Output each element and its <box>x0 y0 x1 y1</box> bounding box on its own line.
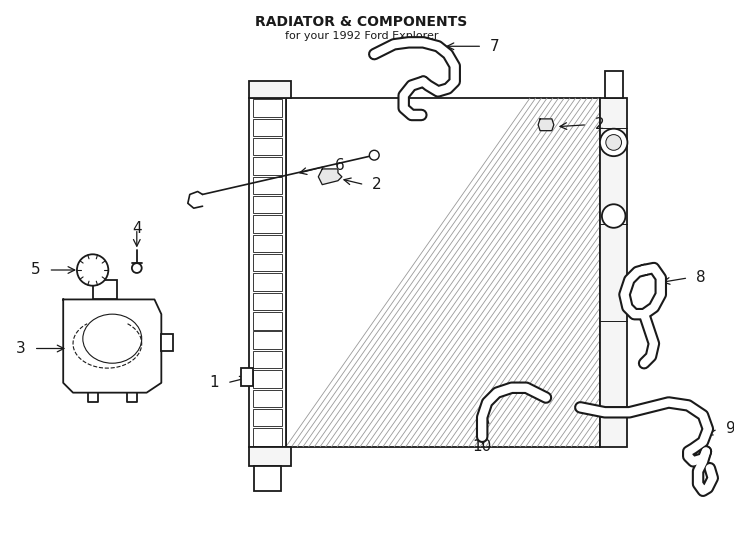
Circle shape <box>606 134 622 150</box>
Bar <box>252 370 282 388</box>
Bar <box>252 235 282 252</box>
Bar <box>252 428 282 446</box>
Bar <box>249 80 291 98</box>
Bar <box>252 332 282 349</box>
Bar <box>253 466 281 491</box>
Text: 1: 1 <box>210 375 219 390</box>
Bar <box>252 273 282 291</box>
Text: 5: 5 <box>31 262 40 278</box>
Bar <box>249 447 291 466</box>
Bar <box>252 389 282 407</box>
Bar <box>252 312 282 329</box>
Bar <box>241 368 252 386</box>
Text: 9: 9 <box>725 421 734 436</box>
Bar <box>252 254 282 272</box>
Text: 6: 6 <box>335 158 345 173</box>
Bar <box>600 98 628 447</box>
Bar <box>252 293 282 310</box>
Bar <box>92 280 117 300</box>
Text: 2: 2 <box>372 177 382 192</box>
Bar <box>252 351 282 368</box>
Text: 4: 4 <box>132 221 142 236</box>
Bar <box>161 334 173 352</box>
Bar <box>252 157 282 175</box>
Bar <box>252 99 282 117</box>
Circle shape <box>602 204 625 228</box>
Text: 7: 7 <box>490 39 500 54</box>
Text: 2: 2 <box>595 117 605 132</box>
Bar <box>249 98 286 447</box>
Text: 8: 8 <box>696 271 705 285</box>
Circle shape <box>132 263 142 273</box>
Text: RADIATOR & COMPONENTS: RADIATOR & COMPONENTS <box>255 15 468 29</box>
Text: 3: 3 <box>16 341 26 356</box>
Polygon shape <box>63 300 161 393</box>
Bar <box>252 409 282 426</box>
Ellipse shape <box>83 314 142 363</box>
Bar <box>605 71 622 98</box>
Bar <box>252 119 282 136</box>
Bar <box>252 196 282 213</box>
Text: 10: 10 <box>473 439 492 454</box>
Bar <box>252 215 282 233</box>
Circle shape <box>77 254 109 286</box>
Circle shape <box>369 150 379 160</box>
Circle shape <box>600 129 628 156</box>
Bar <box>286 98 600 447</box>
Polygon shape <box>319 169 342 185</box>
Bar <box>252 138 282 156</box>
Polygon shape <box>538 119 554 131</box>
Bar <box>252 177 282 194</box>
Text: for your 1992 Ford Explorer: for your 1992 Ford Explorer <box>285 31 438 40</box>
